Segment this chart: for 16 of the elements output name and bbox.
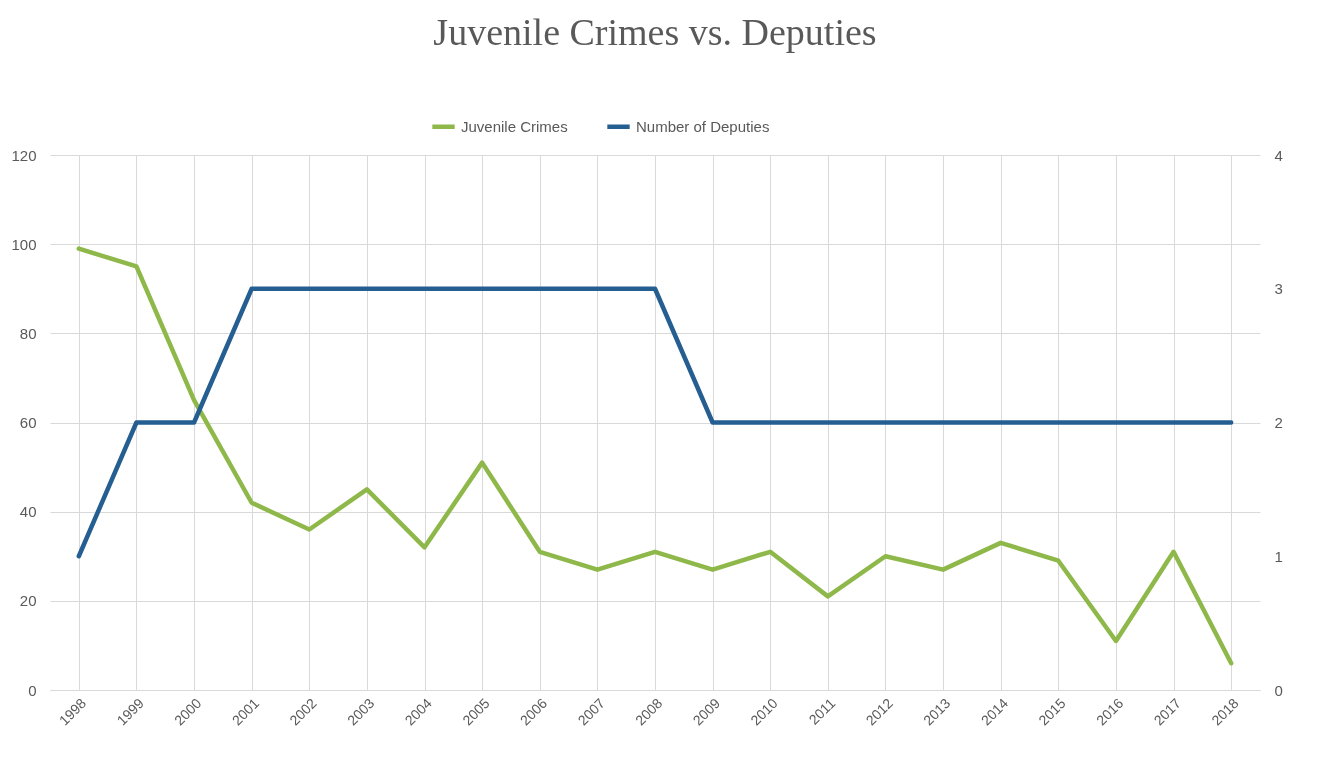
y-tick-label: 80	[19, 324, 37, 342]
y2-tick-label: 0	[1274, 681, 1283, 699]
y2-tick-label: 4	[1274, 146, 1283, 164]
chart-title: Juvenile Crimes vs. Deputies	[433, 11, 877, 53]
y-tick-label: 0	[28, 681, 37, 699]
y-tick-label: 120	[11, 146, 37, 164]
y2-tick-label: 3	[1274, 280, 1283, 298]
legend-label: Number of Deputies	[636, 117, 770, 135]
line-series	[76, 246, 1234, 666]
y-tick-label: 60	[19, 414, 37, 431]
y-tick-label: 20	[19, 592, 37, 610]
y2-tick-label: 1	[1274, 547, 1283, 565]
legend-label: Juvenile Crimes	[461, 117, 568, 135]
y-tick-label: 100	[11, 235, 37, 253]
y-tick-label: 40	[19, 503, 37, 521]
y2-tick-label: 2	[1274, 414, 1283, 431]
